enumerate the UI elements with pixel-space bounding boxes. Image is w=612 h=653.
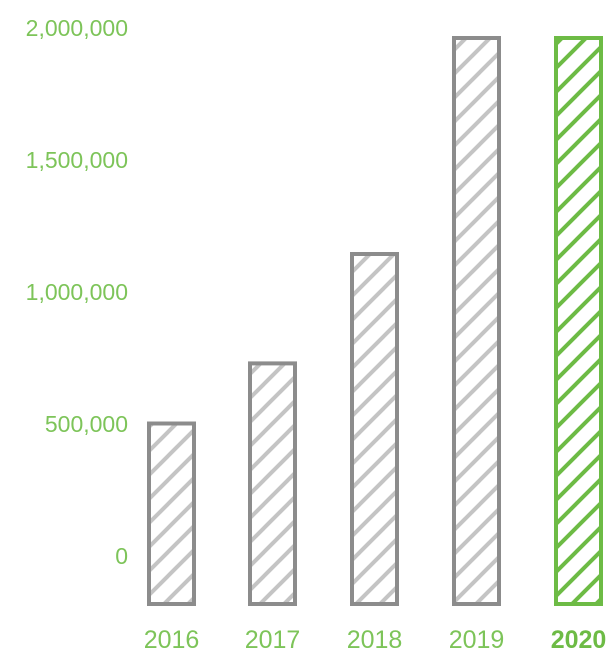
x-tick-label: 2020 xyxy=(551,626,607,653)
y-tick-label: 2,000,000 xyxy=(26,15,128,41)
x-tick-label: 2018 xyxy=(347,626,403,653)
y-tick-label: 1,500,000 xyxy=(26,147,128,173)
bar-2019 xyxy=(452,36,501,606)
x-axis: 2016 2017 2018 2019 2020 xyxy=(144,626,607,653)
bar-2018 xyxy=(350,252,399,606)
y-axis: 0 500,000 1,000,000 1,500,000 2,000,000 xyxy=(26,15,128,569)
bar-2020 xyxy=(554,36,603,606)
x-tick-label: 2016 xyxy=(144,626,200,653)
bar-2016 xyxy=(147,421,196,606)
bar-2017 xyxy=(248,361,297,606)
x-tick-label: 2017 xyxy=(245,626,301,653)
bars xyxy=(147,36,603,606)
y-tick-label: 500,000 xyxy=(45,411,128,437)
y-tick-label: 1,000,000 xyxy=(26,279,128,305)
y-tick-label: 0 xyxy=(115,543,128,569)
x-tick-label: 2019 xyxy=(449,626,505,653)
